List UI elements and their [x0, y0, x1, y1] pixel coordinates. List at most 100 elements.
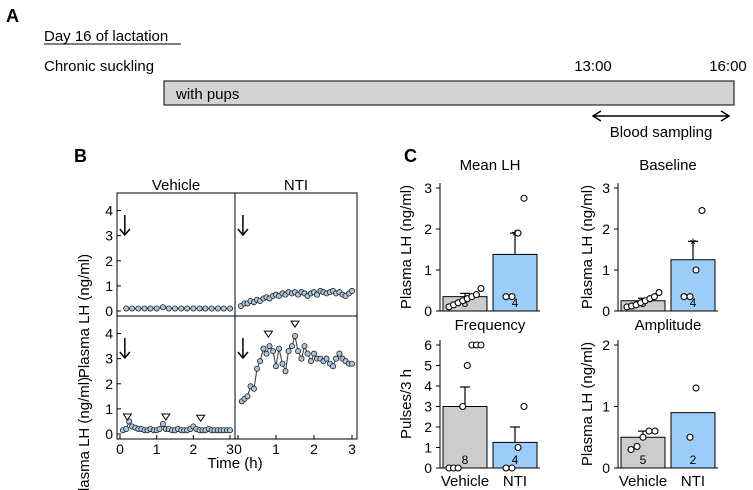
chart-nti-bottom: 0 1 2 3: [234, 315, 358, 457]
b_nti_bottom-pulse-marker: [263, 330, 274, 339]
c_amplitude-ylabel: Plasma LH (ng/ml): [579, 342, 596, 466]
c_mean_lh-data-point: [508, 293, 516, 301]
c_amplitude-ytick-label: 1: [602, 399, 610, 415]
chart-vehicle-top: Vehicle 0 1 2 3 4 Plasma LH (ng/ml): [76, 177, 236, 378]
b_vehicle_top-data-point: [214, 305, 221, 312]
b_nti_bottom-data-point: [348, 360, 355, 367]
b_nti_bottom-data-point: [333, 355, 340, 362]
b_vehicle_top-data-point: [147, 305, 154, 312]
b_vehicle_bottom-xtick-label: 0: [116, 441, 124, 457]
c_mean_lh-ytick-label: 0: [424, 303, 432, 319]
chart-vehicle-bottom: 0 1 2 3 4 0 1 2 3 Plasma LH (ng/ml) Time (h): [76, 315, 263, 490]
c_baseline-data-point: [680, 293, 688, 301]
b_vehicle_bottom-ytick-label: 2: [105, 376, 113, 392]
c_frequency-ytick-label: 5: [424, 358, 432, 374]
time-end-label: 16:00: [709, 58, 747, 75]
c_baseline-ytick-label: 3: [602, 180, 610, 196]
c_frequency-ytick-label: 4: [424, 378, 432, 394]
b_nti_bottom-data-point: [285, 348, 292, 355]
c_frequency-data-point: [477, 341, 485, 349]
b_vehicle_top-ylabel: Plasma LH (ng/ml): [76, 254, 93, 378]
b_vehicle_bottom-data-point: [123, 425, 130, 432]
b_vehicle_bottom-frame: [116, 315, 236, 440]
b_vehicle_bottom-ytick-label: 0: [105, 426, 113, 442]
b_vehicle_top-data-point: [178, 305, 185, 312]
c_amplitude-category-label: NTI: [681, 473, 705, 490]
b_nti_bottom-data-point: [263, 350, 270, 357]
c_frequency-data-point: [459, 402, 467, 411]
b_nti_bottom-data-point: [257, 358, 264, 365]
c_baseline-ytick-label: 2: [602, 221, 610, 237]
b_nti_bottom-pulse-marker: [290, 320, 300, 328]
b_nti_bottom-data-point: [288, 343, 295, 350]
c_frequency-ytick-label: 2: [424, 419, 432, 435]
c_mean_lh-n-label: 4: [512, 296, 519, 310]
c_baseline-data-point: [698, 207, 706, 215]
c_amplitude-data-point: [639, 433, 647, 441]
day-label: Day 16 of lactation: [44, 28, 168, 45]
b_vehicle_bottom-ytick-label: 1: [105, 401, 113, 417]
b_nti_bottom-data-point: [253, 365, 260, 372]
time-start-label: 13:00: [574, 58, 612, 75]
b_nti_top-data-point: [314, 291, 321, 298]
b_vehicle_top-data-point: [159, 304, 166, 311]
c_amplitude-data-point: [627, 445, 635, 454]
b_vehicle_top-data-point: [226, 305, 233, 312]
c_amplitude-ytick-label: 0: [602, 460, 610, 476]
c_frequency-data-point: [520, 402, 528, 411]
c_amplitude-data-point: [633, 442, 641, 451]
b_vehicle_bottom-data-point: [159, 420, 166, 427]
b_nti_bottom-xtick-label: 0: [234, 441, 242, 457]
c_mean_lh-data-point: [472, 291, 480, 299]
b_vehicle_bottom-xtick-label: 1: [153, 441, 161, 457]
b_vehicle_bottom-ytick-label: 4: [105, 326, 113, 342]
c_frequency-ytick-label: 6: [424, 337, 432, 353]
c_baseline-significance: *: [690, 236, 696, 253]
b_vehicle_bottom-data-point: [156, 425, 163, 432]
chart-amplitude: Amplitude 0 1 2 Plasma LH (ng/ml) 5 Vehicle 2 NT…: [579, 317, 718, 490]
c_baseline-title: Baseline: [639, 157, 697, 174]
b_nti_bottom-data-point: [244, 393, 251, 400]
time-axis-label: Time (h): [207, 455, 262, 472]
c_mean_lh-bar-nti: [492, 253, 538, 312]
c_frequency-data-point: [508, 464, 516, 472]
b_vehicle_top-ytick-label: 4: [105, 203, 113, 219]
panel-b-label: B: [74, 146, 87, 166]
b_nti_bottom-data-point: [250, 385, 257, 392]
b_nti_bottom-data-point: [336, 350, 343, 357]
b_nti_bottom-data-point: [307, 358, 314, 365]
b_nti_bottom-data-point: [329, 363, 336, 370]
c_frequency-data-point: [454, 464, 462, 472]
c_frequency-ytick-label: 0: [424, 460, 432, 476]
c_frequency-category-label: Vehicle: [441, 473, 489, 490]
b_vehicle_top-frame: [116, 192, 236, 317]
c_baseline-data-point: [686, 293, 694, 301]
b_vehicle_bottom-data-point: [126, 418, 133, 425]
c_amplitude-data-point: [686, 433, 694, 441]
b_nti_bottom-data-point: [282, 368, 289, 375]
b_vehicle_bottom-data-point: [226, 427, 233, 434]
b_nti_bottom-data-point: [323, 355, 330, 362]
b_nti_bottom-data-point: [295, 348, 302, 355]
b_nti_bottom-xtick-label: 1: [272, 441, 280, 457]
c_frequency-data-point: [502, 464, 510, 472]
c_frequency-ytick-label: 1: [424, 440, 432, 456]
b_vehicle_top-data-point: [171, 305, 178, 312]
b_nti_bottom-data-point: [260, 345, 267, 352]
c_frequency-ylabel: Pulses/3 h: [398, 369, 415, 439]
chart-frequency: Frequency 0 1 2 3 4 5 6 Pulses/3 h 8 Vehicle 4 NTI: [398, 317, 540, 490]
b_vehicle_bottom-xtick-label: 3: [226, 441, 234, 457]
b_nti_bottom-data-point: [301, 343, 308, 350]
b_nti_bottom-data-point: [304, 350, 311, 357]
c_frequency-n-label: 8: [462, 453, 469, 467]
c_amplitude-n-label: 2: [690, 453, 697, 467]
b_nti_top-frame: [234, 192, 358, 317]
b_vehicle_top-arrow-head: [119, 228, 131, 237]
b_vehicle_top-ytick-label: 2: [105, 253, 113, 269]
panel-c-label: C: [404, 146, 417, 166]
b_vehicle_bottom-pulse-marker: [160, 413, 171, 421]
b_vehicle_bottom-xtick-label: 2: [189, 441, 197, 457]
